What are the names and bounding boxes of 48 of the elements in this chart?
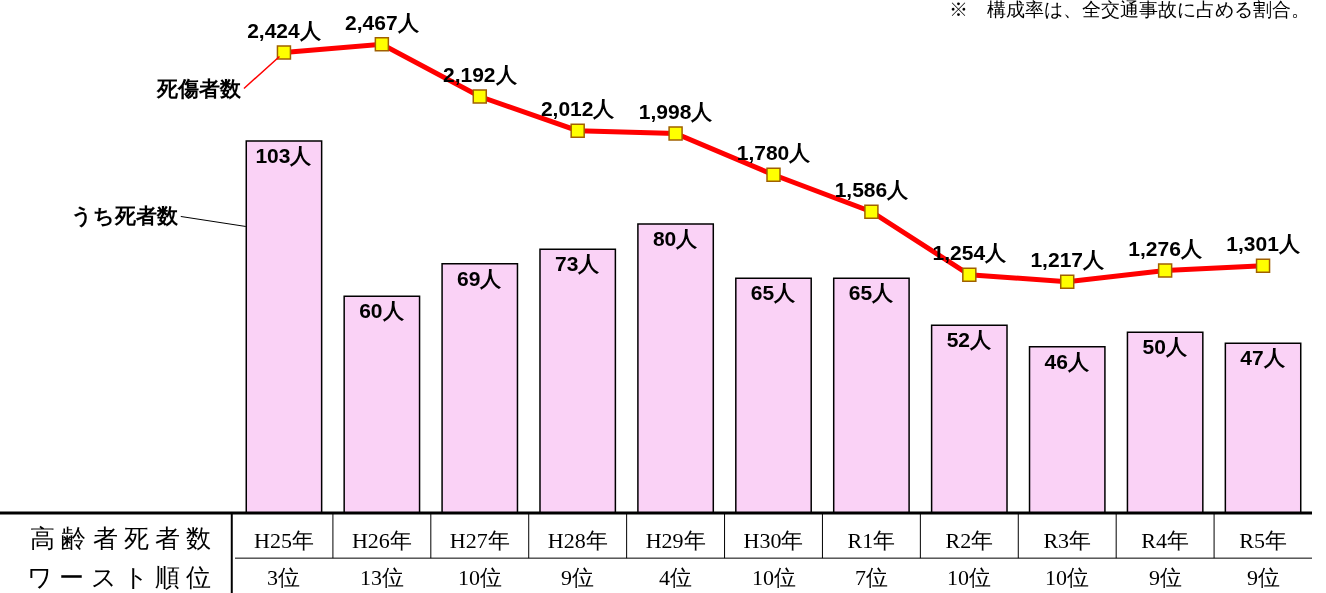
data-label: 47人 <box>1240 346 1286 370</box>
data-label: 2,424人 <box>247 19 322 43</box>
x-tick-label: R1年 <box>847 528 896 553</box>
data-label: 2,467人 <box>345 10 420 34</box>
text: 高 齢 者 死 者 数 <box>30 525 212 552</box>
data-label: 2,192人 <box>442 63 518 87</box>
data-label: 1,217人 <box>1030 248 1105 272</box>
text: 9位 <box>1247 565 1280 590</box>
text: 9位 <box>561 565 594 590</box>
data-label: 1,301人 <box>1226 232 1301 256</box>
data-label: 1,276人 <box>1128 237 1203 261</box>
text: 9位 <box>1149 565 1182 590</box>
text: 10位 <box>752 565 796 590</box>
data-label: 80人 <box>652 226 699 250</box>
data-label: 69人 <box>457 266 503 290</box>
x-tick-label: H28年 <box>547 528 608 553</box>
text: 10位 <box>947 565 991 590</box>
x-tick-label: H27年 <box>449 528 510 553</box>
series-label: 死傷者数 <box>156 77 242 100</box>
data-label: 2,012人 <box>540 97 616 121</box>
x-tick-label: H26年 <box>351 528 412 553</box>
x-tick-label: R4年 <box>1141 528 1189 553</box>
x-tick-label: R3年 <box>1043 528 1092 553</box>
text: 4位 <box>659 565 692 590</box>
text: 10位 <box>458 565 502 590</box>
data-label: 103人 <box>255 143 313 167</box>
x-tick-label: R2年 <box>945 528 994 553</box>
data-label: 60人 <box>359 299 405 323</box>
data-label: 1,586人 <box>834 178 910 202</box>
data-label: 65人 <box>750 281 797 305</box>
data-label: 46人 <box>1044 349 1090 373</box>
text: 7位 <box>855 565 888 590</box>
data-label: 50人 <box>1142 335 1188 359</box>
annotation: ※ 構成率は、全交通事故に占める割合。 <box>949 0 1310 20</box>
legend-label: うち死者数 <box>71 204 179 228</box>
data-label: 52人 <box>946 328 992 352</box>
text: 3位 <box>267 565 300 590</box>
x-tick-label: H29年 <box>645 528 706 553</box>
text: 13位 <box>360 565 404 590</box>
data-label: 65人 <box>848 281 895 305</box>
x-tick-label: H30年 <box>743 528 804 553</box>
data-label: 1,998人 <box>638 100 714 124</box>
text: 10位 <box>1045 565 1089 590</box>
data-label: 1,780人 <box>736 141 812 165</box>
text: ワ ー ス ト 順 位 <box>27 564 212 591</box>
data-label: 73人 <box>555 252 601 276</box>
x-tick-label: H25年 <box>254 528 314 553</box>
x-tick-label: R5年 <box>1239 528 1287 553</box>
